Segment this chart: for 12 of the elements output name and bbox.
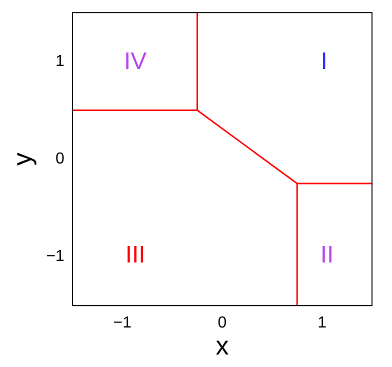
- annotation: II: [320, 241, 334, 268]
- y-axis-title: y: [6, 152, 37, 166]
- x-axis-title: x: [216, 330, 229, 361]
- x-tick-label: −1: [113, 314, 132, 332]
- x-tick-label: 0: [218, 314, 227, 332]
- y-tick-label: −1: [46, 248, 65, 266]
- annotation: I: [320, 48, 328, 76]
- annotation: IV: [124, 48, 147, 76]
- y-tick-label: 0: [56, 150, 65, 168]
- y-tick-label: 1: [56, 52, 65, 70]
- x-tick-label: 1: [318, 314, 327, 332]
- annotation: III: [125, 241, 146, 268]
